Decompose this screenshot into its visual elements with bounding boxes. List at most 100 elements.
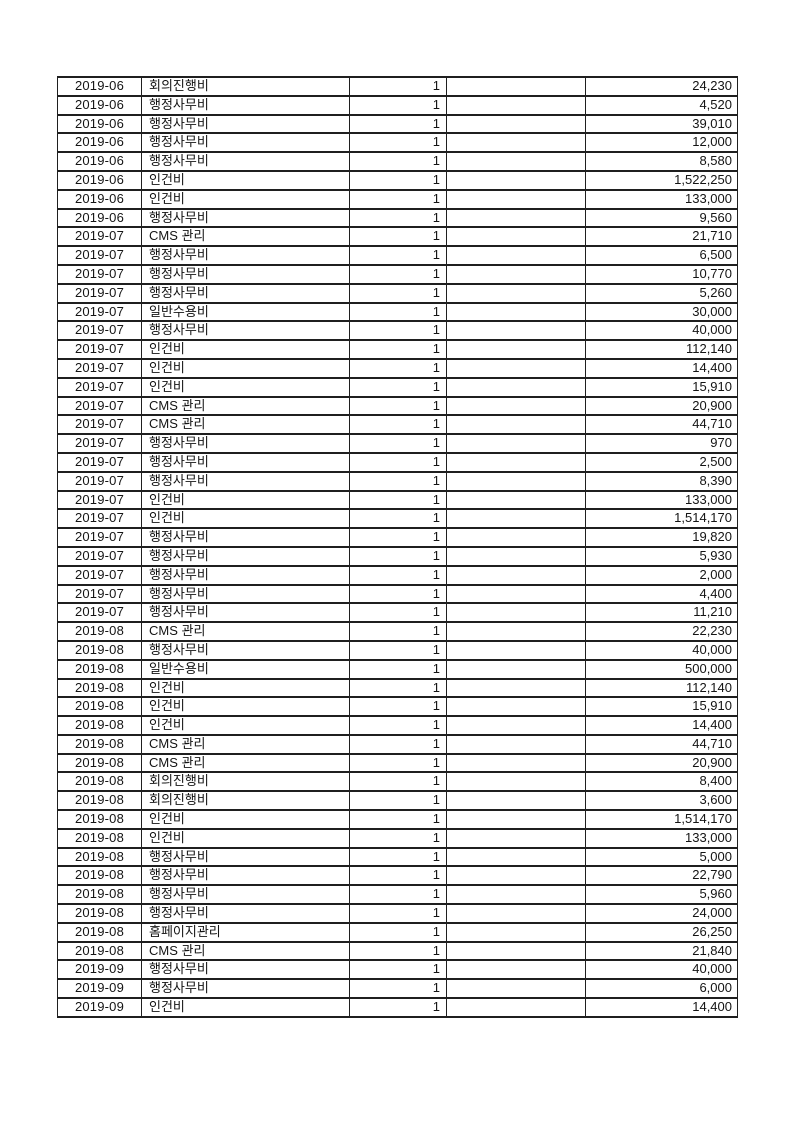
cell-blank (446, 959, 586, 981)
cell-blank (446, 921, 586, 943)
cell-category: 행정사무비 (141, 545, 350, 567)
cell-amount: 500,000 (585, 658, 738, 680)
cell-amount: 5,960 (585, 884, 738, 906)
cell-month: 2019-08 (57, 752, 142, 774)
cell-blank (446, 997, 586, 1018)
cell-amount: 22,790 (585, 865, 738, 887)
cell-month: 2019-06 (57, 151, 142, 172)
cell-quantity: 1 (349, 621, 447, 642)
cell-category: 인건비 (141, 997, 350, 1018)
table-row: 2019-08 CMS 관리 1 44,710 (57, 733, 738, 755)
cell-month: 2019-08 (57, 658, 142, 680)
cell-quantity: 1 (349, 508, 447, 530)
cell-amount: 20,900 (585, 395, 738, 417)
cell-blank (446, 188, 586, 210)
table-row: 2019-08 일반수용비 1 500,000 (57, 658, 738, 680)
cell-category: 행정사무비 (141, 903, 350, 924)
cell-blank (446, 414, 586, 436)
cell-amount: 8,580 (585, 151, 738, 172)
cell-amount: 970 (585, 433, 738, 454)
cell-month: 2019-07 (57, 320, 142, 342)
cell-month: 2019-07 (57, 527, 142, 548)
table-row: 2019-06 인건비 1 133,000 (57, 188, 738, 210)
cell-category: CMS 관리 (141, 414, 350, 436)
cell-blank (446, 94, 586, 116)
cell-quantity: 1 (349, 827, 447, 849)
cell-blank (446, 263, 586, 285)
cell-quantity: 1 (349, 997, 447, 1018)
table-row: 2019-06 행정사무비 1 12,000 (57, 132, 738, 154)
cell-blank (446, 827, 586, 849)
cell-quantity: 1 (349, 132, 447, 154)
cell-month: 2019-08 (57, 696, 142, 718)
cell-month: 2019-08 (57, 639, 142, 661)
cell-month: 2019-07 (57, 226, 142, 248)
table-row: 2019-07 인건비 1 112,140 (57, 339, 738, 360)
cell-amount: 14,400 (585, 997, 738, 1018)
cell-quantity: 1 (349, 903, 447, 924)
cell-quantity: 1 (349, 809, 447, 830)
cell-month: 2019-08 (57, 790, 142, 812)
table-row: 2019-08 인건비 1 1,514,170 (57, 809, 738, 830)
cell-quantity: 1 (349, 94, 447, 116)
cell-amount: 22,230 (585, 621, 738, 642)
table-row: 2019-07 인건비 1 1,514,170 (57, 508, 738, 530)
cell-quantity: 1 (349, 282, 447, 304)
cell-blank (446, 527, 586, 548)
cell-quantity: 1 (349, 169, 447, 191)
cell-amount: 14,400 (585, 357, 738, 379)
cell-amount: 21,840 (585, 940, 738, 962)
cell-category: 행정사무비 (141, 846, 350, 868)
expense-table-body: 2019-06 회의진행비 1 24,230 2019-06 행정사무비 1 4… (57, 76, 738, 1018)
expense-table: 2019-06 회의진행비 1 24,230 2019-06 행정사무비 1 4… (57, 76, 738, 1018)
cell-category: 행정사무비 (141, 583, 350, 605)
cell-quantity: 1 (349, 113, 447, 135)
cell-month: 2019-08 (57, 884, 142, 906)
cell-category: 인건비 (141, 376, 350, 398)
table-row: 2019-08 행정사무비 1 40,000 (57, 639, 738, 661)
cell-amount: 39,010 (585, 113, 738, 135)
cell-quantity: 1 (349, 752, 447, 774)
cell-amount: 11,210 (585, 602, 738, 624)
cell-category: 행정사무비 (141, 639, 350, 661)
cell-blank (446, 545, 586, 567)
cell-amount: 26,250 (585, 921, 738, 943)
cell-amount: 20,900 (585, 752, 738, 774)
cell-month: 2019-08 (57, 940, 142, 962)
table-row: 2019-07 일반수용비 1 30,000 (57, 301, 738, 323)
cell-blank (446, 76, 586, 97)
cell-month: 2019-08 (57, 677, 142, 699)
cell-month: 2019-06 (57, 188, 142, 210)
cell-amount: 14,400 (585, 715, 738, 736)
cell-month: 2019-07 (57, 339, 142, 360)
cell-category: 인건비 (141, 357, 350, 379)
cell-category: CMS 관리 (141, 395, 350, 417)
cell-month: 2019-07 (57, 564, 142, 586)
cell-blank (446, 790, 586, 812)
cell-category: 인건비 (141, 188, 350, 210)
cell-category: CMS 관리 (141, 752, 350, 774)
cell-quantity: 1 (349, 884, 447, 906)
cell-category: 행정사무비 (141, 564, 350, 586)
cell-month: 2019-07 (57, 357, 142, 379)
cell-blank (446, 846, 586, 868)
cell-month: 2019-08 (57, 771, 142, 793)
cell-category: 행정사무비 (141, 451, 350, 473)
cell-month: 2019-09 (57, 997, 142, 1018)
cell-month: 2019-07 (57, 376, 142, 398)
cell-quantity: 1 (349, 263, 447, 285)
cell-category: 인건비 (141, 715, 350, 736)
cell-quantity: 1 (349, 451, 447, 473)
table-row: 2019-07 행정사무비 1 5,930 (57, 545, 738, 567)
cell-blank (446, 357, 586, 379)
cell-blank (446, 395, 586, 417)
table-row: 2019-07 행정사무비 1 970 (57, 433, 738, 454)
table-row: 2019-08 인건비 1 112,140 (57, 677, 738, 699)
cell-blank (446, 489, 586, 511)
cell-category: 행정사무비 (141, 865, 350, 887)
cell-blank (446, 733, 586, 755)
cell-blank (446, 602, 586, 624)
cell-quantity: 1 (349, 677, 447, 699)
cell-quantity: 1 (349, 602, 447, 624)
cell-quantity: 1 (349, 564, 447, 586)
